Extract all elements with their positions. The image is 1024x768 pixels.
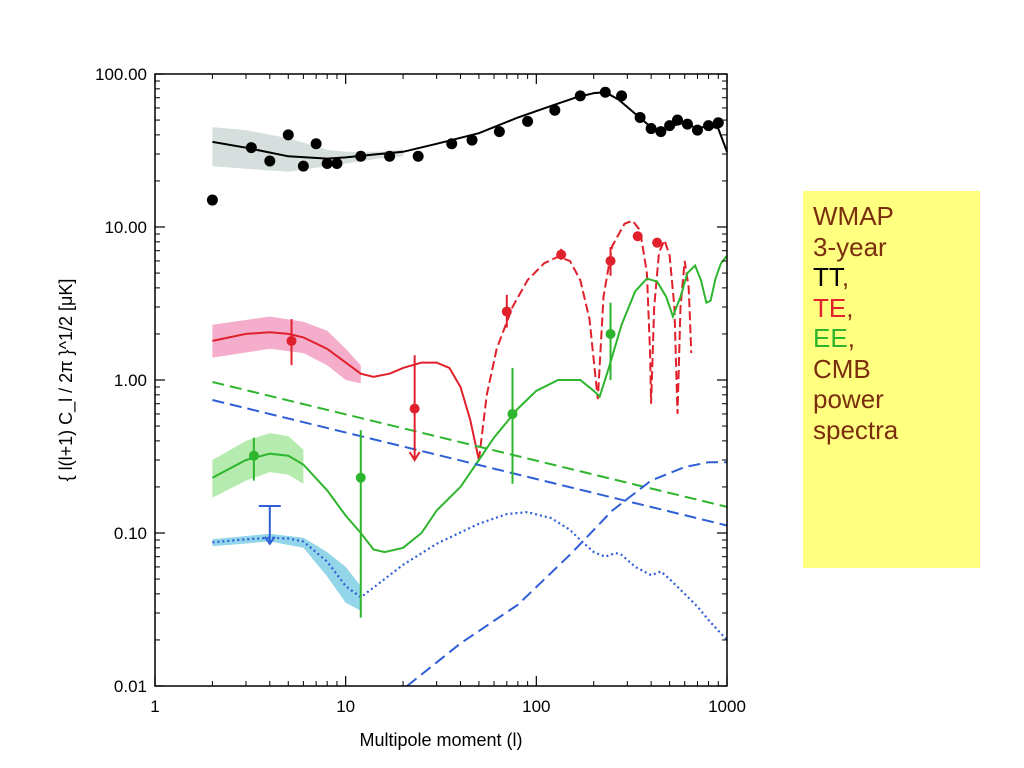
tt-point	[522, 115, 534, 127]
legend-line-punct: ,	[841, 262, 850, 292]
x-axis-title: Multipole moment (l)	[359, 730, 522, 750]
tt-point	[691, 124, 703, 136]
legend-line-text: spectra	[813, 414, 899, 445]
legend-line: power	[813, 384, 970, 415]
legend-line: CMB	[813, 354, 970, 385]
legend-line: EE,	[813, 323, 970, 354]
model-curves	[211, 91, 728, 687]
ee-point	[355, 472, 366, 483]
data-points	[206, 86, 724, 618]
tt-point	[206, 194, 218, 206]
y-tick-label: 0.10	[114, 524, 147, 543]
legend-line: TT,	[813, 262, 970, 293]
te-point	[605, 255, 616, 266]
tt-point	[384, 150, 396, 162]
legend-line-text: EE	[813, 323, 848, 353]
te-point	[556, 249, 567, 260]
confidence-bands	[212, 127, 404, 611]
y-tick-label: 0.01	[114, 677, 147, 696]
legend-box: WMAP 3-year TT, TE, EE, CMB power spectra	[803, 191, 980, 568]
te-band	[212, 316, 361, 384]
axis-ticks: 1 10 100 1000 0.01 0.10 1.00 10.00 100.00	[95, 65, 746, 716]
tt-point	[574, 90, 586, 102]
te-curve	[212, 331, 480, 461]
tt-point	[549, 104, 561, 116]
foreground-e-synchrotron-dust-curve	[212, 381, 728, 508]
te-point	[652, 237, 663, 248]
legend-line: spectra	[813, 415, 970, 446]
legend-line-punct: ,	[847, 323, 855, 353]
ee-point	[605, 328, 616, 339]
foreground-b-curve	[212, 399, 728, 527]
tt-point	[645, 123, 657, 135]
tt-point	[264, 155, 276, 167]
tt-point	[664, 120, 676, 132]
bb-lensing-curve	[406, 461, 727, 687]
tt-point	[493, 126, 505, 138]
te-curve-dashed	[477, 219, 693, 461]
legend-line-text: TE	[813, 292, 847, 323]
te-limit-arrow	[408, 451, 421, 462]
tt-point	[712, 117, 724, 129]
te-point	[501, 306, 512, 317]
legend-line-text: CMB	[813, 353, 871, 384]
bb-tensor-band	[212, 533, 361, 611]
tt-point	[310, 138, 322, 150]
y-tick-label: 1.00	[114, 371, 147, 390]
ee-point	[507, 408, 518, 419]
x-tick-label: 1000	[708, 697, 746, 716]
legend-line: WMAP	[813, 201, 970, 232]
tt-point	[599, 86, 611, 98]
tt-point	[616, 90, 628, 102]
legend-line-text: WMAP	[813, 201, 894, 231]
te-point	[409, 403, 420, 414]
upper-limit-arrow	[263, 536, 276, 546]
x-tick-label: 100	[522, 697, 550, 716]
tt-point	[655, 126, 667, 138]
x-tick-label: 1	[150, 697, 159, 716]
tt-point	[282, 129, 294, 141]
te-point	[632, 231, 643, 242]
tt-point	[446, 138, 458, 150]
tt-point	[681, 118, 693, 130]
legend-line-text: 3-year	[813, 231, 887, 262]
tt-point	[245, 142, 257, 154]
y-axis-title: { l(l+1) C_l / 2π }^1/2 [μK]	[56, 279, 77, 482]
ee-point	[248, 450, 259, 461]
tt-point	[412, 150, 424, 162]
legend-line-text: TT	[813, 262, 842, 292]
ee-curve	[211, 254, 728, 554]
legend-line-punct: ,	[846, 292, 854, 323]
bb-tensor-curve	[212, 510, 728, 641]
legend-line-text: power	[813, 384, 884, 414]
tt-point	[466, 134, 478, 146]
tt-point	[634, 111, 646, 123]
tt-point	[321, 158, 333, 170]
legend-line: 3-year	[813, 232, 970, 263]
te-point	[286, 335, 297, 346]
tt-point	[355, 150, 367, 162]
tt-point	[331, 158, 343, 170]
tt-band	[212, 127, 404, 172]
tt-point	[703, 120, 715, 132]
legend-line: TE,	[813, 293, 970, 324]
tt-point	[671, 114, 683, 126]
tt-point	[297, 160, 309, 172]
y-tick-label: 10.00	[104, 218, 147, 237]
ee-band	[212, 433, 304, 498]
y-tick-label: 100.00	[95, 65, 147, 84]
x-tick-label: 10	[336, 697, 355, 716]
